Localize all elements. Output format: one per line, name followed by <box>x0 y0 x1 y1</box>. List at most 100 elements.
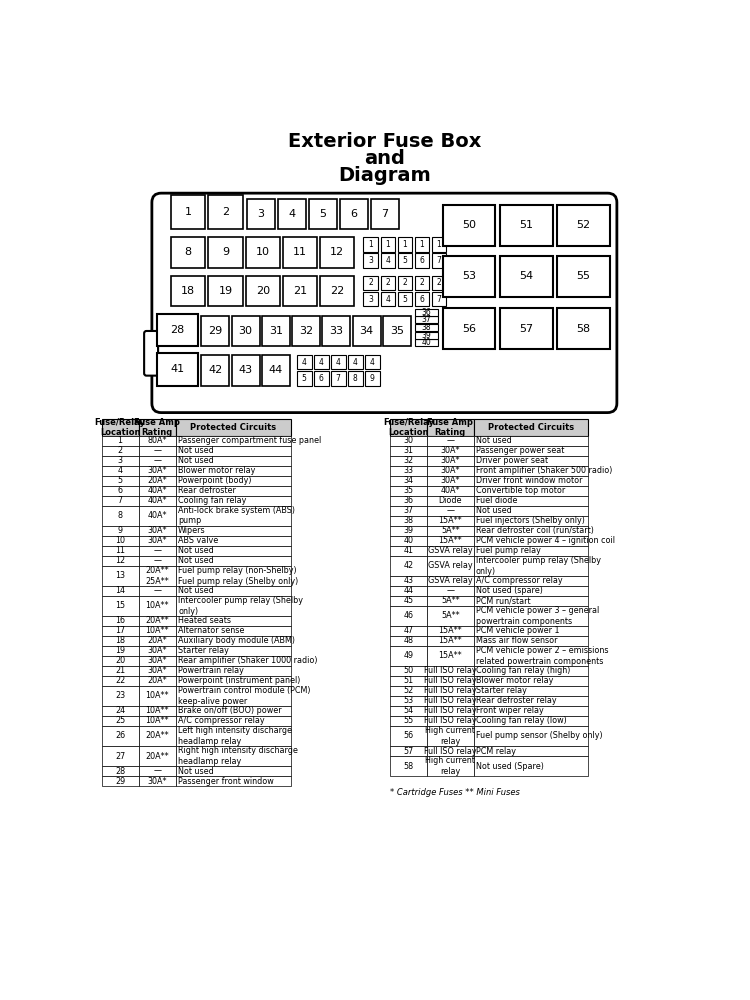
Bar <box>557 256 610 297</box>
Bar <box>176 536 290 546</box>
Bar <box>246 276 280 306</box>
Bar <box>390 456 427 466</box>
Bar <box>176 706 290 716</box>
Text: 30A*: 30A* <box>148 536 167 545</box>
Text: 58: 58 <box>404 762 413 771</box>
Bar <box>432 253 446 268</box>
Bar <box>101 716 139 726</box>
Bar <box>364 276 378 290</box>
Text: Cooling fan relay (low): Cooling fan relay (low) <box>476 716 566 725</box>
Bar <box>365 371 380 386</box>
Text: Not used: Not used <box>476 506 512 515</box>
Bar <box>473 536 588 546</box>
Text: 7: 7 <box>336 374 340 383</box>
Text: 5A**: 5A** <box>441 611 460 620</box>
Bar <box>427 646 473 666</box>
Text: Mass air flow sensor: Mass air flow sensor <box>476 636 557 645</box>
Bar <box>202 355 229 386</box>
Bar <box>427 486 473 496</box>
Bar <box>171 195 206 229</box>
Text: Heated seats: Heated seats <box>178 616 231 625</box>
Text: 3: 3 <box>368 256 374 265</box>
Text: 6: 6 <box>118 486 122 495</box>
Bar <box>139 766 176 776</box>
Bar <box>432 237 446 252</box>
Bar <box>176 566 290 586</box>
Text: 35: 35 <box>404 486 413 495</box>
Bar <box>427 716 473 726</box>
Text: 10A**: 10A** <box>146 691 169 700</box>
Text: 12: 12 <box>115 556 125 565</box>
Text: 30A*: 30A* <box>148 646 167 655</box>
Bar <box>139 616 176 626</box>
Text: 31: 31 <box>404 446 413 455</box>
Text: Exterior Fuse Box: Exterior Fuse Box <box>288 132 481 151</box>
Text: Fuse Amp
Rating: Fuse Amp Rating <box>427 418 473 437</box>
Text: 6: 6 <box>419 295 424 304</box>
Text: 56: 56 <box>404 732 413 740</box>
Text: 23: 23 <box>115 691 125 700</box>
Bar <box>427 476 473 486</box>
Bar <box>176 636 290 646</box>
Text: 7: 7 <box>118 496 123 505</box>
Bar <box>427 696 473 706</box>
Text: 4: 4 <box>370 358 375 367</box>
Text: 55: 55 <box>404 716 413 725</box>
FancyBboxPatch shape <box>144 331 158 376</box>
Text: Intercooler pump relay (Shelby
only): Intercooler pump relay (Shelby only) <box>476 556 601 576</box>
Text: 15: 15 <box>115 601 125 610</box>
Bar <box>139 706 176 716</box>
Bar <box>176 656 290 666</box>
Text: Powerpoint (body): Powerpoint (body) <box>178 476 252 485</box>
Bar <box>427 676 473 686</box>
Bar <box>427 666 473 676</box>
Bar <box>427 626 473 636</box>
Bar <box>202 316 229 346</box>
Bar <box>171 276 206 306</box>
Text: GSVA relay: GSVA relay <box>428 561 472 570</box>
Bar <box>101 536 139 546</box>
Bar <box>390 586 427 596</box>
Bar <box>427 419 473 436</box>
Text: 45: 45 <box>404 596 413 605</box>
Bar <box>101 636 139 646</box>
Bar <box>139 676 176 686</box>
Bar <box>390 576 427 586</box>
Text: 43: 43 <box>404 576 413 585</box>
Bar <box>139 586 176 596</box>
Text: 8: 8 <box>118 511 122 520</box>
Bar <box>176 436 290 446</box>
Bar <box>176 776 290 786</box>
Bar <box>390 606 427 626</box>
Bar <box>380 276 395 290</box>
Text: 34: 34 <box>404 476 413 485</box>
Text: 34: 34 <box>359 326 374 336</box>
Bar <box>176 616 290 626</box>
Bar <box>473 686 588 696</box>
Text: Powerpoint (instrument panel): Powerpoint (instrument panel) <box>178 676 301 685</box>
Bar <box>176 486 290 496</box>
Text: Powertrain control module (PCM)
keep-alive power: Powertrain control module (PCM) keep-ali… <box>178 686 310 706</box>
Text: 7: 7 <box>436 256 442 265</box>
Text: 12: 12 <box>330 247 344 257</box>
Bar <box>427 586 473 596</box>
Bar <box>176 626 290 636</box>
Text: 8: 8 <box>353 374 358 383</box>
Bar <box>500 256 553 297</box>
Bar <box>139 446 176 456</box>
Bar <box>139 506 176 526</box>
Text: 4: 4 <box>336 358 340 367</box>
Bar <box>427 686 473 696</box>
Text: Fuel pump relay: Fuel pump relay <box>476 546 541 555</box>
Text: 42: 42 <box>209 365 223 375</box>
FancyBboxPatch shape <box>152 193 616 413</box>
Text: 40A*: 40A* <box>440 486 460 495</box>
Text: 49: 49 <box>404 651 413 660</box>
Bar <box>340 199 368 229</box>
Text: —: — <box>446 506 454 515</box>
Bar <box>473 516 588 526</box>
Text: 28: 28 <box>115 767 125 776</box>
Text: 40A*: 40A* <box>148 486 167 495</box>
Text: 17: 17 <box>115 626 125 635</box>
Bar <box>101 486 139 496</box>
